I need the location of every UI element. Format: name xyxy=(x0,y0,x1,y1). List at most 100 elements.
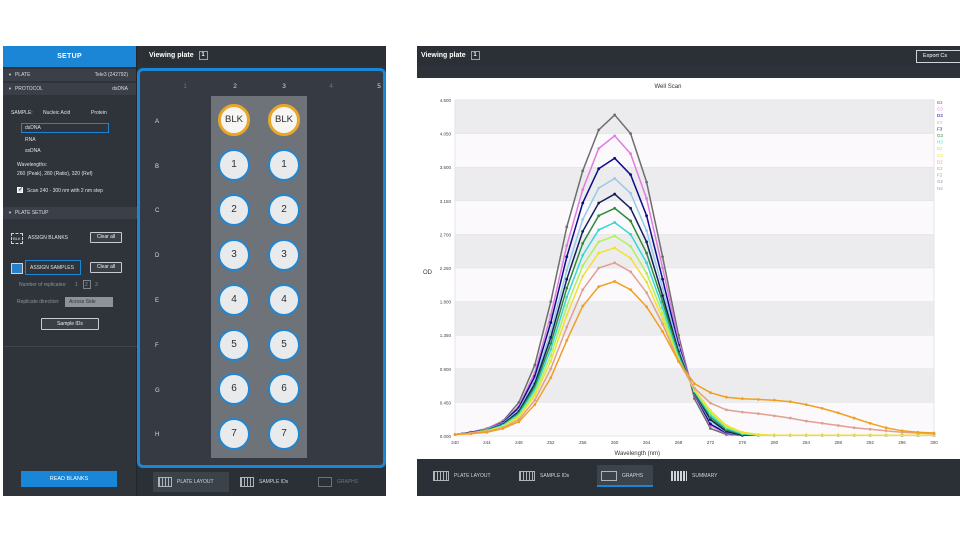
data-point-e2 xyxy=(645,305,648,309)
data-point-c2 xyxy=(916,433,920,437)
protocol-section-header[interactable]: ▼ PROTOCOL dsDNA xyxy=(3,83,136,95)
row-header-e[interactable]: E xyxy=(155,298,160,304)
well-scan-chart: Well Scan Wavelength (nm) OD 0.000 0.450 0.90… xyxy=(423,84,944,457)
blank-well-icon: BLK xyxy=(11,233,23,244)
tab-sample-ids[interactable]: SAMPLE IDs xyxy=(235,472,307,492)
sample-ids-button[interactable]: Sample IDs xyxy=(41,318,99,330)
data-point-e2 xyxy=(868,421,872,425)
column-header-2[interactable]: 2 xyxy=(233,83,237,90)
row-header-b[interactable]: B xyxy=(155,164,160,170)
replicate-option-2[interactable]: 2 xyxy=(85,282,88,288)
assign-samples-label[interactable]: ASSIGN SAMPLES xyxy=(30,265,74,271)
summary-icon xyxy=(671,471,687,481)
data-point-e2 xyxy=(932,431,936,435)
data-point-c2 xyxy=(804,433,808,437)
caret-down-icon: ▼ xyxy=(8,86,12,91)
well-d2[interactable]: 3 xyxy=(218,239,250,271)
data-point-c2 xyxy=(756,433,760,436)
row-header-d[interactable]: D xyxy=(155,253,160,259)
data-point-b2 xyxy=(549,353,553,357)
data-point-h3 xyxy=(565,295,569,299)
data-point-b3 xyxy=(709,427,712,430)
data-point-c2 xyxy=(852,433,856,437)
sample-type-nucleic-acid[interactable]: Nucleic Acid xyxy=(43,110,71,116)
data-point-b3 xyxy=(693,397,696,401)
well-c2[interactable]: 2 xyxy=(218,194,250,226)
y-tick-label: 2.700 xyxy=(440,232,452,237)
viewing-plate-number[interactable]: 1 xyxy=(198,50,208,60)
legend-entry-f3: F3 xyxy=(937,126,943,131)
well-f3[interactable]: 5 xyxy=(268,329,300,361)
well-f2[interactable]: 5 xyxy=(218,329,250,361)
tab-graphs[interactable]: GRAPHS xyxy=(313,472,379,492)
data-point-e3 xyxy=(613,177,617,180)
well-b3[interactable]: 1 xyxy=(268,149,300,181)
data-point-c2 xyxy=(565,313,569,317)
row-header-h[interactable]: H xyxy=(155,432,160,438)
data-point-h3 xyxy=(613,221,617,224)
assign-blanks-label[interactable]: ASSIGN BLANKS xyxy=(28,235,69,241)
data-point-d2 xyxy=(804,419,808,423)
sample-option-rna[interactable]: RNA xyxy=(25,137,36,143)
caret-down-icon: ▼ xyxy=(8,210,12,215)
data-point-d3 xyxy=(597,167,601,171)
data-point-d3 xyxy=(613,156,617,160)
column-header-4[interactable]: 4 xyxy=(329,83,333,90)
row-header-a[interactable]: A xyxy=(155,119,160,125)
row-header-c[interactable]: C xyxy=(155,208,160,214)
sample-option-dsdna[interactable]: dsDNA xyxy=(25,125,41,131)
well-g2[interactable]: 6 xyxy=(218,373,250,405)
well-d3[interactable]: 3 xyxy=(268,239,300,271)
viewing-plate-bar: Viewing plate 1 xyxy=(137,46,386,66)
clear-all-samples-button[interactable]: Clear all xyxy=(90,262,122,273)
well-h2[interactable]: 7 xyxy=(218,418,250,450)
well-e2[interactable]: 4 xyxy=(218,284,250,316)
well-b2[interactable]: 1 xyxy=(218,149,250,181)
plate-setup-section-header[interactable]: ▼ PLATE SETUP xyxy=(3,207,137,219)
y-tick-label: 1.800 xyxy=(440,300,452,305)
well-c3[interactable]: 2 xyxy=(268,194,300,226)
export-button[interactable]: Export Cs xyxy=(916,50,960,63)
x-tick-label: 272 xyxy=(707,440,715,445)
well-h3[interactable]: 7 xyxy=(268,418,300,450)
data-point-c2 xyxy=(661,317,664,321)
tab-summary[interactable]: SUMMARY xyxy=(667,465,731,487)
tab-graphs[interactable]: GRAPHS xyxy=(597,465,653,487)
column-header-3[interactable]: 3 xyxy=(282,83,286,90)
data-point-e2 xyxy=(597,285,601,289)
column-header-5[interactable]: 5 xyxy=(377,83,381,90)
column-header-1[interactable]: 1 xyxy=(183,83,187,90)
data-point-g3 xyxy=(645,251,648,255)
y-tick-label: 4.500 xyxy=(440,98,452,103)
well-a3-blank[interactable]: BLK xyxy=(268,104,300,136)
sample-type-protein[interactable]: Protein xyxy=(91,110,107,116)
grid-band xyxy=(454,166,935,201)
row-header-f[interactable]: F xyxy=(155,343,159,349)
read-blanks-button[interactable]: READ BLANKS xyxy=(21,471,117,487)
data-point-d2 xyxy=(820,421,824,425)
data-point-c2 xyxy=(645,280,648,284)
row-header-g[interactable]: G xyxy=(155,388,160,394)
replicate-option-3[interactable]: 3 xyxy=(95,282,98,288)
grid-band xyxy=(454,234,935,269)
data-point-d2 xyxy=(884,429,888,433)
well-a2-blank[interactable]: BLK xyxy=(218,104,250,136)
tab-sample-ids[interactable]: SAMPLE IDs xyxy=(515,465,585,487)
well-e3[interactable]: 4 xyxy=(268,284,300,316)
data-point-c2 xyxy=(788,433,792,437)
clear-all-blanks-button[interactable]: Clear all xyxy=(90,232,122,243)
legend-entry-c3: C3 xyxy=(937,107,943,112)
num-replicates-label: Number of replicates: xyxy=(19,282,67,288)
plate-section-header[interactable]: ▼ PLATE Tele3 (242792) xyxy=(3,69,136,81)
well-g3[interactable]: 6 xyxy=(268,373,300,405)
replicate-option-1[interactable]: 1 xyxy=(75,282,78,288)
scan-checkbox[interactable]: ✓ xyxy=(17,187,24,193)
tab-plate-layout[interactable]: PLATE LAYOUT xyxy=(429,465,499,487)
tab-plate-layout[interactable]: PLATE LAYOUT xyxy=(153,472,229,492)
legend-entry-c2: C2 xyxy=(937,153,943,158)
data-point-d2 xyxy=(549,367,553,371)
data-point-e2 xyxy=(501,427,505,430)
sample-option-ssdna[interactable]: ssDNA xyxy=(25,148,41,154)
replicate-direction-select[interactable]: Across Side xyxy=(65,297,113,307)
viewing-plate-number[interactable]: 1 xyxy=(470,50,480,60)
